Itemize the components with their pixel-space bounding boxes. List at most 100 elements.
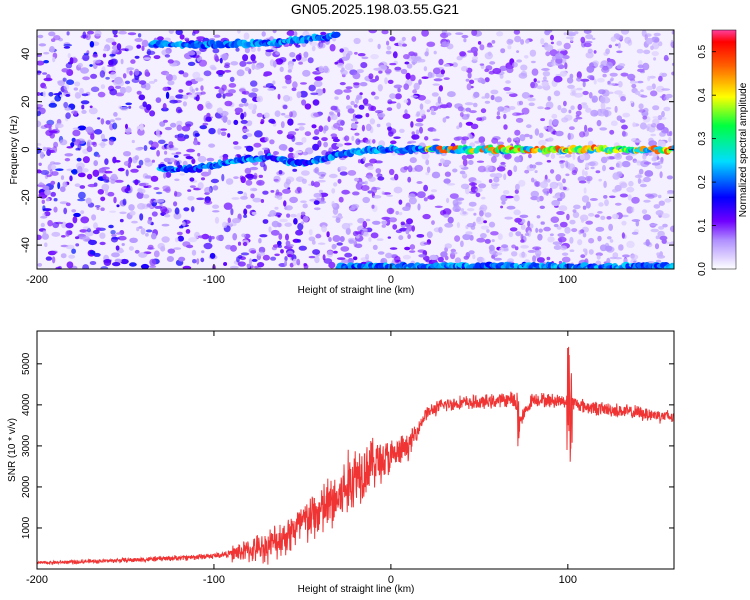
spectrogram-cell <box>638 168 644 175</box>
spectrogram-cell <box>450 251 458 255</box>
spectrogram-cell <box>370 54 379 60</box>
spectrogram-cell <box>129 237 138 243</box>
spectrogram-cell <box>212 210 220 213</box>
spectrogram-cell <box>201 250 205 254</box>
spectrogram-cell <box>609 72 618 77</box>
spectrogram-cell <box>402 113 411 119</box>
spectrogram-cell <box>353 256 358 261</box>
spectrogram-cell <box>417 95 426 101</box>
spectrogram-cell <box>161 223 170 227</box>
spectrogram-y-tick-label: 40 <box>20 48 32 60</box>
spectrogram-cell <box>412 89 417 94</box>
spectrogram-cell <box>328 237 332 242</box>
spectrogram-cell <box>520 245 529 249</box>
spectrogram-cell <box>183 207 190 212</box>
spectrogram-cell <box>204 200 213 205</box>
spectrogram-cell <box>491 40 496 44</box>
spectrogram-cell <box>628 180 634 187</box>
spectrogram-cell <box>57 80 64 84</box>
spectrogram-cell <box>116 43 122 51</box>
spectrogram-cell <box>605 48 610 55</box>
spectrogram-cell <box>589 198 598 201</box>
spectrogram-cell <box>582 81 586 88</box>
spectrogram-cell <box>455 32 464 35</box>
spectrogram-cell <box>397 87 401 93</box>
spectrogram-cell <box>132 156 138 164</box>
spectrogram-cell <box>496 166 506 172</box>
spectrogram-cell <box>609 195 616 199</box>
spectrogram-cell <box>447 91 456 98</box>
spectrogram-cell <box>202 122 209 126</box>
spectrogram-cell <box>411 60 418 65</box>
spectrogram-cell <box>625 155 633 161</box>
colorbar-tick-label: 0.2 <box>697 175 708 189</box>
spectrogram-cell <box>398 199 403 205</box>
spectrogram-cell <box>277 130 283 135</box>
spectrogram-cell <box>242 90 250 95</box>
spectrogram-cell <box>85 230 94 237</box>
spectrogram-cell <box>634 174 643 179</box>
spectrogram-cell <box>478 136 486 144</box>
spectrogram-cell <box>387 101 397 104</box>
spectrogram-cell <box>407 234 411 240</box>
spectrogram-cell <box>467 72 472 79</box>
spectrogram-cell <box>402 206 411 211</box>
spectrogram-cell <box>470 123 479 130</box>
spectrogram-cell <box>245 179 253 186</box>
spectrogram-cell <box>165 171 172 178</box>
spectrogram-cell <box>536 85 544 90</box>
spectrogram-cell <box>585 34 593 40</box>
spectrogram-cell <box>66 31 70 36</box>
spectrogram-cell <box>585 201 591 209</box>
spectrogram-cell <box>83 52 89 56</box>
spectrogram-cell <box>355 114 363 119</box>
spectrogram-cell <box>293 218 298 225</box>
spectrogram-cell <box>203 242 213 250</box>
spectrogram-cell <box>483 220 487 224</box>
spectrogram-cell <box>577 103 583 111</box>
spectrogram-cell <box>292 152 299 159</box>
spectrogram-cell <box>318 65 324 73</box>
spectrogram-cell <box>629 80 638 84</box>
spectrogram-cell <box>557 233 566 237</box>
spectrogram-cell <box>336 242 343 246</box>
spectrogram-cell <box>200 171 210 177</box>
spectrogram-cell <box>369 158 378 164</box>
spectrogram-cell <box>578 180 587 184</box>
spectrogram-cell <box>547 137 554 142</box>
spectrogram-cell <box>486 229 490 233</box>
spectrogram-cell <box>250 80 258 87</box>
spectrogram-cell <box>600 102 606 110</box>
spectrogram-cell <box>393 136 401 139</box>
spectrogram-cell <box>631 219 641 222</box>
spectrogram-cell <box>145 184 152 189</box>
spectrogram-cell <box>626 206 634 214</box>
spectrogram-cell <box>530 81 538 89</box>
spectrogram-cell <box>151 233 157 240</box>
spectrogram-cell <box>376 238 384 242</box>
spectrogram-cell <box>398 211 403 216</box>
spectrogram-cell <box>105 120 111 125</box>
spectrogram-cell <box>246 61 253 65</box>
spectrogram-cell <box>317 41 324 49</box>
spectrogram-cell <box>372 195 382 199</box>
spectrogram-cell <box>140 182 149 186</box>
spectrogram-cell <box>493 176 500 183</box>
spectrogram-cell <box>46 174 52 178</box>
spectrogram-cell <box>337 178 342 184</box>
spectrogram-cell <box>513 30 521 35</box>
spectrogram-cell <box>344 142 352 146</box>
spectrogram-cell <box>77 62 83 68</box>
spectrogram-cell <box>472 254 476 260</box>
spectrogram-cell <box>263 112 270 119</box>
spectrogram-cell <box>71 209 77 213</box>
spectrogram-cell <box>183 153 191 157</box>
spectrogram-cell <box>572 209 577 213</box>
spectrogram-cell <box>250 250 257 254</box>
spectrogram-cell <box>581 102 588 105</box>
spectrogram-cell <box>249 166 259 171</box>
spectrogram-cell <box>360 62 368 69</box>
spectrogram-cell <box>405 229 410 235</box>
spectrogram-cell <box>415 129 420 135</box>
spectrogram-cell <box>452 62 458 68</box>
